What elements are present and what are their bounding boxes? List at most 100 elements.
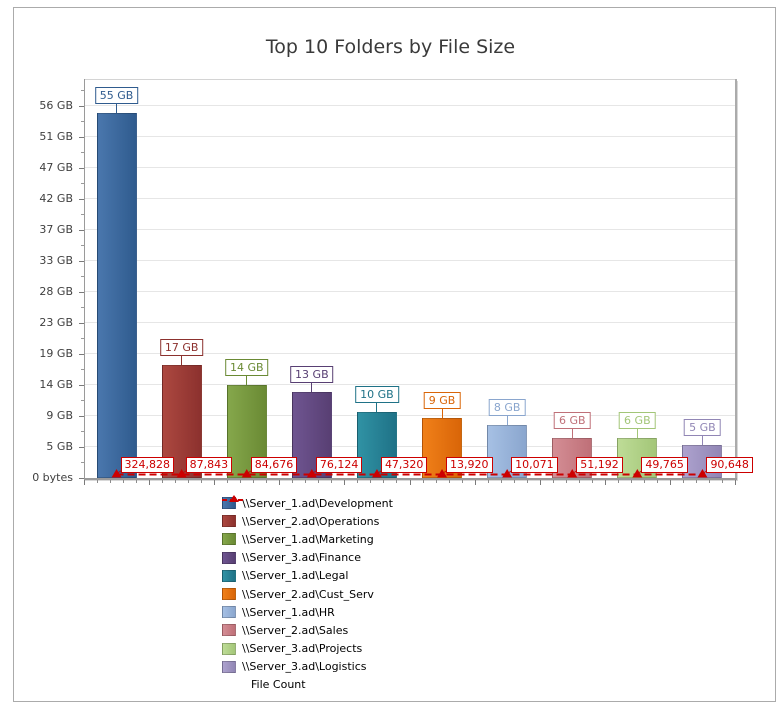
- y-axis-major-tick: [79, 198, 84, 200]
- legend-item: \\Server_1.ad\Development: [222, 494, 393, 512]
- bar-value-connector: [246, 376, 248, 385]
- bar-value-connector: [506, 416, 508, 425]
- chart-frame-border: [13, 7, 776, 702]
- bar-value-label: 5 GB: [684, 419, 721, 436]
- file-count-legend-icon: [222, 495, 246, 690]
- bar-value-label: 17 GB: [159, 339, 204, 356]
- legend-label: \\Server_2.ad\Sales: [242, 623, 349, 637]
- legend-item: \\Server_3.ad\Projects: [222, 640, 393, 658]
- x-axis-minor-tick: [175, 480, 177, 483]
- legend-item: \\Server_3.ad\Logistics: [222, 658, 393, 676]
- y-axis-major-tick: [79, 291, 84, 293]
- x-axis-minor-tick: [227, 480, 229, 483]
- plot-right-border: [735, 79, 737, 480]
- y-gridline: [84, 260, 735, 262]
- legend-swatch: [222, 624, 236, 637]
- legend-label: \\Server_1.ad\Marketing: [242, 532, 374, 546]
- file-count-label: 13,920: [446, 457, 493, 473]
- y-gridline: [84, 198, 735, 200]
- x-axis-minor-tick: [383, 480, 385, 483]
- legend-label: \\Server_1.ad\HR: [242, 605, 335, 619]
- x-axis-minor-tick: [682, 480, 684, 483]
- x-axis-minor-tick: [448, 480, 450, 483]
- x-axis-minor-tick: [136, 480, 138, 483]
- y-gridline: [84, 229, 735, 231]
- y-axis-minor-tick: [81, 400, 84, 402]
- y-axis-major-tick: [79, 229, 84, 231]
- x-axis-minor-tick: [591, 480, 593, 483]
- x-axis-minor-tick: [357, 480, 359, 483]
- x-axis-boundary-tick: [149, 480, 151, 485]
- legend-item: File Count: [222, 495, 393, 694]
- legend: \\Server_1.ad\Development \\Server_2.ad\O…: [222, 494, 393, 694]
- bar-value-label: 13 GB: [290, 366, 334, 383]
- x-axis-minor-tick: [708, 480, 710, 483]
- bar-value-label: 10 GB: [355, 386, 399, 403]
- y-axis-tick-label: 5 GB: [46, 439, 73, 453]
- y-axis-major-tick: [79, 384, 84, 386]
- x-axis-boundary-tick: [214, 480, 216, 485]
- legend-swatch: [222, 497, 236, 510]
- x-axis-minor-tick: [656, 480, 658, 483]
- x-axis-minor-tick: [513, 480, 515, 483]
- x-axis-minor-tick: [578, 480, 580, 483]
- file-count-label: 47,320: [380, 457, 428, 473]
- x-axis-shadow: [85, 480, 738, 481]
- y-axis-tick-label: 37 GB: [39, 222, 73, 236]
- x-axis-minor-tick: [721, 480, 723, 483]
- legend-item: \\Server_1.ad\HR: [222, 603, 393, 621]
- y-axis-tick-label: 0 bytes: [32, 471, 73, 484]
- file-count-label: 87,843: [185, 457, 233, 473]
- y-axis-minor-tick: [81, 245, 84, 247]
- y-axis-minor-tick: [81, 121, 84, 123]
- x-axis-minor-tick: [123, 480, 125, 483]
- x-axis-minor-tick: [162, 480, 164, 483]
- y-gridline: [84, 291, 735, 293]
- file-count-label: 10,071: [511, 457, 558, 473]
- bar-value-connector: [311, 383, 313, 392]
- bar-value-label: 6 GB: [619, 412, 656, 429]
- x-axis-boundary-tick: [604, 480, 606, 485]
- y-axis-major-tick: [79, 322, 84, 324]
- file-count-label: 76,124: [315, 457, 363, 473]
- x-axis-minor-tick: [292, 480, 294, 483]
- legend-swatch: [222, 606, 236, 619]
- x-axis-minor-tick: [500, 480, 502, 483]
- bar-value-connector: [636, 429, 638, 438]
- bar-value-label: 55 GB: [94, 87, 139, 104]
- file-count-label: 84,676: [250, 457, 298, 473]
- file-count-label: 324,828: [120, 457, 175, 473]
- y-axis-major-tick: [79, 415, 84, 417]
- file-count-label: 51,192: [576, 457, 623, 473]
- y-gridline: [84, 322, 735, 324]
- y-axis-tick-label: 42 GB: [39, 191, 73, 205]
- x-axis-minor-tick: [201, 480, 203, 483]
- x-axis-boundary-tick: [344, 480, 346, 485]
- x-axis-minor-tick: [526, 480, 528, 483]
- bar-value-connector: [116, 104, 118, 113]
- x-axis-boundary-tick: [279, 480, 281, 485]
- y-gridline: [84, 446, 735, 448]
- y-axis-major-tick: [79, 167, 84, 169]
- y-axis-major-tick: [79, 136, 84, 138]
- bar-value-label: 6 GB: [553, 412, 591, 429]
- legend-swatch: [222, 642, 236, 655]
- x-axis-minor-tick: [97, 480, 99, 483]
- x-axis-minor-tick: [552, 480, 554, 483]
- y-axis-tick-label: 47 GB: [39, 160, 73, 174]
- y-axis-tick-label: 33 GB: [39, 253, 73, 267]
- y-axis-tick-label: 14 GB: [39, 377, 73, 391]
- y-axis-major-tick: [79, 260, 84, 262]
- y-gridline: [84, 415, 735, 417]
- legend-swatch: [222, 515, 236, 528]
- legend-label: \\Server_3.ad\Projects: [242, 642, 363, 656]
- y-axis-minor-tick: [81, 152, 84, 154]
- x-axis-boundary-tick: [409, 480, 411, 485]
- y-gridline: [84, 105, 735, 107]
- bar-value-label: 8 GB: [488, 399, 526, 416]
- x-axis-minor-tick: [487, 480, 489, 483]
- legend-label: \\Server_2.ad\Operations: [242, 514, 380, 528]
- y-axis-minor-tick: [81, 90, 84, 92]
- y-axis-minor-tick: [81, 369, 84, 371]
